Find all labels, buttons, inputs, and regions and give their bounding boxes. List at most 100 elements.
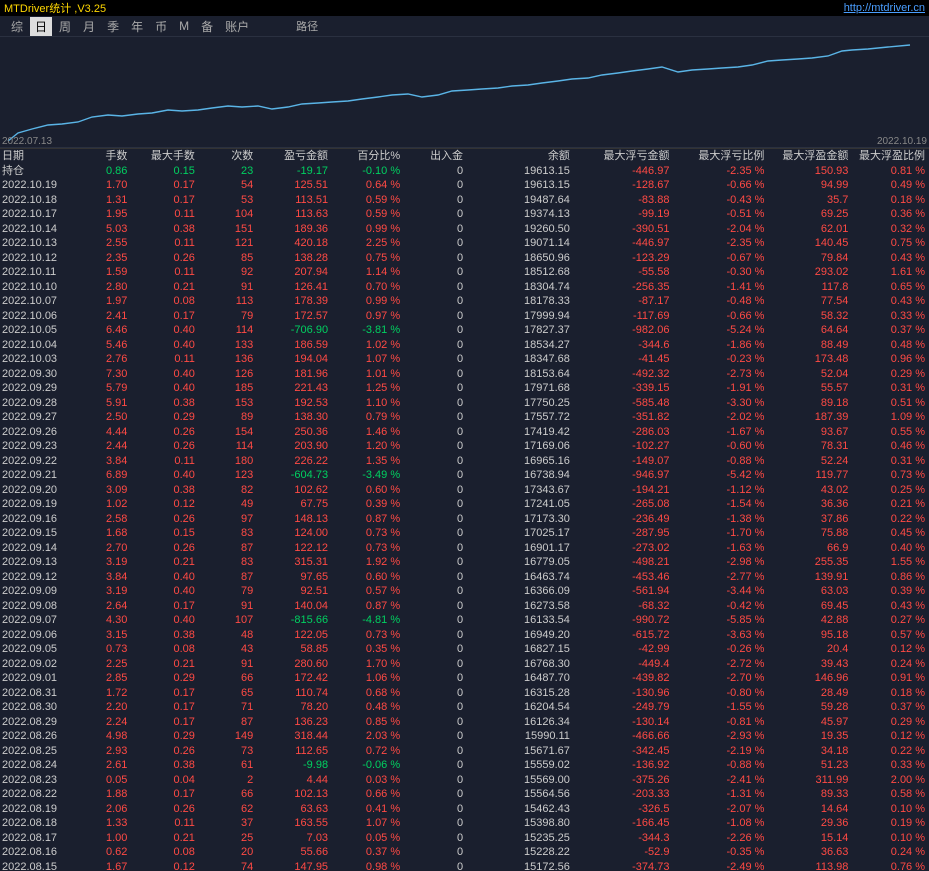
table-row[interactable]: 2022.08.302.200.177178.200.48 %016204.54…: [0, 700, 929, 715]
table-row[interactable]: 2022.09.142.700.2687122.120.73 %016901.1…: [0, 541, 929, 556]
table-row[interactable]: 2022.08.311.720.1765110.740.68 %016315.2…: [0, 686, 929, 701]
col-header[interactable]: 次数: [203, 149, 261, 164]
tab-2[interactable]: 周: [54, 17, 76, 36]
cell: 0.38: [135, 396, 203, 411]
tab-4[interactable]: 季: [102, 17, 124, 36]
table-row[interactable]: 2022.10.062.410.1779172.570.97 %017999.9…: [0, 309, 929, 324]
table-row[interactable]: 2022.09.012.850.2966172.421.06 %016487.7…: [0, 671, 929, 686]
col-header[interactable]: 日期: [0, 149, 74, 164]
col-header[interactable]: 最大浮亏比例: [677, 149, 772, 164]
table-row[interactable]: 2022.10.191.700.1754125.510.64 %019613.1…: [0, 178, 929, 193]
tab-9[interactable]: 账户: [220, 17, 254, 36]
cell: 62: [203, 802, 261, 817]
cell: 293.02: [772, 265, 856, 280]
table-row[interactable]: 2022.09.022.250.2191280.601.70 %016768.3…: [0, 657, 929, 672]
tab-5[interactable]: 年: [126, 17, 148, 36]
table-row[interactable]: 2022.09.191.020.124967.750.39 %017241.05…: [0, 497, 929, 512]
table-row[interactable]: 2022.09.285.910.38153192.531.10 %017750.…: [0, 396, 929, 411]
table-row[interactable]: 2022.09.063.150.3848122.050.73 %016949.2…: [0, 628, 929, 643]
path-label[interactable]: 路径: [296, 18, 318, 34]
col-header[interactable]: 最大手数: [135, 149, 203, 164]
table-row[interactable]: 2022.09.151.680.1583124.000.73 %017025.1…: [0, 526, 929, 541]
cell: 0.17: [135, 599, 203, 614]
cell: 0: [408, 541, 471, 556]
tab-7[interactable]: M: [174, 18, 194, 34]
cell: 17999.94: [471, 309, 578, 324]
tab-0[interactable]: 综: [6, 17, 28, 36]
tab-8[interactable]: 备: [196, 17, 218, 36]
table-row[interactable]: 2022.09.074.300.40107-815.66-4.81 %01613…: [0, 613, 929, 628]
cell: 0.05: [74, 773, 135, 788]
table-row[interactable]: 2022.09.307.300.40126181.961.01 %018153.…: [0, 367, 929, 382]
table-row[interactable]: 2022.08.264.980.29149318.442.03 %015990.…: [0, 729, 929, 744]
cell: 66: [203, 787, 261, 802]
col-header[interactable]: 盈亏金额: [261, 149, 336, 164]
tab-1[interactable]: 日: [30, 17, 52, 36]
table-row[interactable]: 2022.09.264.440.26154250.361.46 %017419.…: [0, 425, 929, 440]
table-row[interactable]: 2022.10.145.030.38151189.360.99 %019260.…: [0, 222, 929, 237]
table-row[interactable]: 2022.08.171.000.21257.030.05 %015235.25-…: [0, 831, 929, 846]
table-row[interactable]: 2022.10.181.310.1753113.510.59 %019487.6…: [0, 193, 929, 208]
cell: -5.85 %: [677, 613, 772, 628]
table-row[interactable]: 2022.08.292.240.1787136.230.85 %016126.3…: [0, 715, 929, 730]
cell: 110.74: [261, 686, 336, 701]
col-header[interactable]: 最大浮盈比例: [856, 149, 929, 164]
cell: 4.44: [74, 425, 135, 440]
table-row[interactable]: 2022.08.252.930.2673112.650.72 %015671.6…: [0, 744, 929, 759]
cell: 0: [408, 265, 471, 280]
col-header[interactable]: 出入金: [408, 149, 471, 164]
url-link[interactable]: http://mtdriver.cn: [844, 2, 925, 14]
app-title: MTDriver统计 ,V3.25: [4, 0, 106, 16]
table-row[interactable]: 2022.08.230.050.0424.440.03 %015569.00-3…: [0, 773, 929, 788]
cell: 59.28: [772, 700, 856, 715]
table-row[interactable]: 2022.09.082.640.1791140.040.87 %016273.5…: [0, 599, 929, 614]
table-row[interactable]: 2022.09.133.190.2183315.311.92 %016779.0…: [0, 555, 929, 570]
table-row[interactable]: 2022.09.295.790.40185221.431.25 %017971.…: [0, 381, 929, 396]
table-row[interactable]: 2022.08.242.610.3861-9.98-0.06 %015559.0…: [0, 758, 929, 773]
table-row[interactable]: 2022.10.102.800.2191126.410.70 %018304.7…: [0, 280, 929, 295]
tab-6[interactable]: 币: [150, 17, 172, 36]
table-row[interactable]: 2022.10.122.350.2685138.280.75 %018650.9…: [0, 251, 929, 266]
table-row[interactable]: 2022.09.223.840.11180226.221.35 %016965.…: [0, 454, 929, 469]
cell: 2022.09.30: [0, 367, 74, 382]
table-row[interactable]: 2022.09.216.890.40123-604.73-3.49 %01673…: [0, 468, 929, 483]
table-row[interactable]: 2022.09.050.730.084358.850.35 %016827.15…: [0, 642, 929, 657]
table-row[interactable]: 2022.08.160.620.082055.660.37 %015228.22…: [0, 845, 929, 860]
table-row[interactable]: 2022.09.162.580.2697148.130.87 %017173.3…: [0, 512, 929, 527]
table-row[interactable]: 2022.09.123.840.408797.650.60 %016463.74…: [0, 570, 929, 585]
cell: 140.04: [261, 599, 336, 614]
table-row[interactable]: 2022.10.132.550.11121420.182.25 %019071.…: [0, 236, 929, 251]
cell: 138.28: [261, 251, 336, 266]
table-row[interactable]: 2022.10.032.760.11136194.041.07 %018347.…: [0, 352, 929, 367]
tab-3[interactable]: 月: [78, 17, 100, 36]
col-header[interactable]: 余额: [471, 149, 578, 164]
table-row[interactable]: 2022.10.171.950.11104113.630.59 %019374.…: [0, 207, 929, 222]
cell: 17169.06: [471, 439, 578, 454]
col-header[interactable]: 手数: [74, 149, 135, 164]
cell: 0.72 %: [336, 744, 408, 759]
table-row[interactable]: 2022.10.071.970.08113178.390.99 %018178.…: [0, 294, 929, 309]
table-row[interactable]: 2022.09.272.500.2989138.300.79 %017557.7…: [0, 410, 929, 425]
col-header[interactable]: 最大浮亏金额: [578, 149, 678, 164]
cell: 0: [408, 512, 471, 527]
table-row[interactable]: 2022.09.232.440.26114203.901.20 %017169.…: [0, 439, 929, 454]
cell: 2022.08.29: [0, 715, 74, 730]
col-header[interactable]: 最大浮盈金额: [772, 149, 856, 164]
table-row[interactable]: 2022.08.151.670.1274147.950.98 %015172.5…: [0, 860, 929, 871]
table-row[interactable]: 2022.09.093.190.407992.510.57 %016366.09…: [0, 584, 929, 599]
table-row[interactable]: 2022.08.221.880.1766102.130.66 %015564.5…: [0, 787, 929, 802]
cell: 0: [408, 526, 471, 541]
table-row[interactable]: 2022.10.111.590.1192207.941.14 %018512.6…: [0, 265, 929, 280]
cell: 2022.10.05: [0, 323, 74, 338]
cell: 0.70 %: [336, 280, 408, 295]
table-row[interactable]: 2022.09.203.090.3882102.620.60 %017343.6…: [0, 483, 929, 498]
table-row[interactable]: 2022.10.056.460.40114-706.90-3.81 %01782…: [0, 323, 929, 338]
table-row[interactable]: 2022.10.045.460.40133186.591.02 %018534.…: [0, 338, 929, 353]
cell: 0.26: [135, 251, 203, 266]
cell: 0.40 %: [856, 541, 929, 556]
col-header[interactable]: 百分比%: [336, 149, 408, 164]
cell: 0.33 %: [856, 309, 929, 324]
table-row[interactable]: 2022.08.192.060.266263.630.41 %015462.43…: [0, 802, 929, 817]
table-row[interactable]: 持仓0.860.1523-19.17-0.10 %019613.15-446.9…: [0, 164, 929, 179]
table-row[interactable]: 2022.08.181.330.1137163.551.07 %015398.8…: [0, 816, 929, 831]
